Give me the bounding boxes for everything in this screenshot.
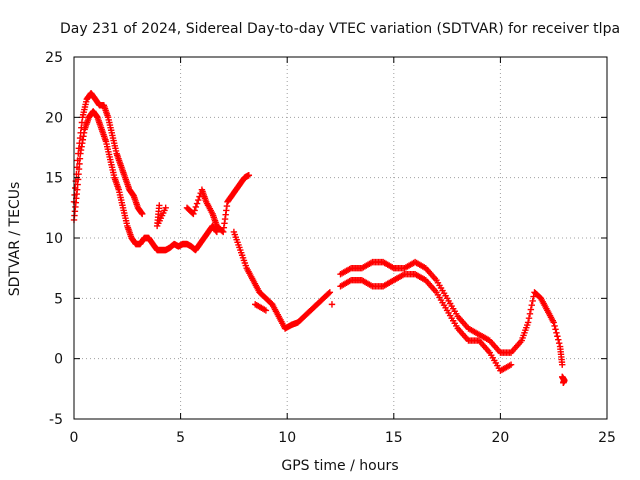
data-point-track-d xyxy=(551,322,558,330)
y-tick-label: 10 xyxy=(45,231,63,247)
x-tick-label: 25 xyxy=(598,430,616,446)
data-point-fragments xyxy=(195,196,202,204)
data-point-fragments xyxy=(245,172,253,179)
data-point-track-d xyxy=(525,314,533,322)
y-tick-label: 20 xyxy=(45,110,63,126)
x-tick-label: 10 xyxy=(278,430,296,446)
data-point-fragments xyxy=(190,210,197,218)
y-tick-label: 0 xyxy=(54,352,63,368)
plot-frame xyxy=(73,56,608,420)
data-point-track-c xyxy=(326,289,334,296)
data-point-fragments xyxy=(262,307,270,314)
data-point-track-d xyxy=(554,333,561,340)
data-point-fragments xyxy=(191,207,198,214)
data-point-fragments xyxy=(193,200,201,207)
x-tick-label: 0 xyxy=(70,430,79,446)
axis-ticks: 0 5 10 15 20 25 -5 0 5 10 15 20 25 xyxy=(45,50,616,446)
data-point-fragments xyxy=(219,227,226,235)
data-point-track-d xyxy=(529,297,536,305)
data-point-track-d xyxy=(555,339,563,347)
grid xyxy=(74,57,607,419)
data-point-track-c xyxy=(325,289,333,297)
y-tick-label: 5 xyxy=(54,291,63,307)
x-tick-label: 15 xyxy=(385,430,403,446)
y-tick-label: 25 xyxy=(45,50,63,66)
data-point-track-b xyxy=(71,191,78,199)
data-points xyxy=(70,90,568,386)
x-tick-label: 20 xyxy=(491,430,509,446)
data-point-track-d xyxy=(526,310,534,318)
data-point-fragments xyxy=(560,379,567,386)
data-point-track-b xyxy=(72,184,79,192)
data-point-track-d xyxy=(559,361,566,368)
data-point-fragments xyxy=(328,301,336,308)
data-point-track-d xyxy=(528,302,535,309)
data-point-track-b xyxy=(74,157,81,164)
data-point-track-d xyxy=(524,319,532,326)
x-axis-label: GPS time / hours xyxy=(281,458,398,474)
x-tick-label: 5 xyxy=(176,430,185,446)
data-point-track-b xyxy=(139,210,146,218)
data-point-track-d xyxy=(555,336,562,343)
data-point-track-e xyxy=(507,361,515,368)
data-point-track-d xyxy=(550,319,557,326)
data-point-track-b xyxy=(73,164,81,171)
chart-title: Day 231 of 2024, Sidereal Day-to-day VTE… xyxy=(60,21,620,37)
y-tick-label: 15 xyxy=(45,171,63,187)
data-point-track-a xyxy=(213,228,221,236)
data-point-track-d xyxy=(553,329,560,337)
data-point-track-d xyxy=(527,306,535,313)
data-point-fragments xyxy=(162,204,169,212)
data-point-fragments xyxy=(192,203,200,211)
y-axis-label: SDTVAR / TECUs xyxy=(7,182,23,297)
data-point-track-d xyxy=(552,326,559,333)
y-tick-label: -5 xyxy=(49,412,63,428)
